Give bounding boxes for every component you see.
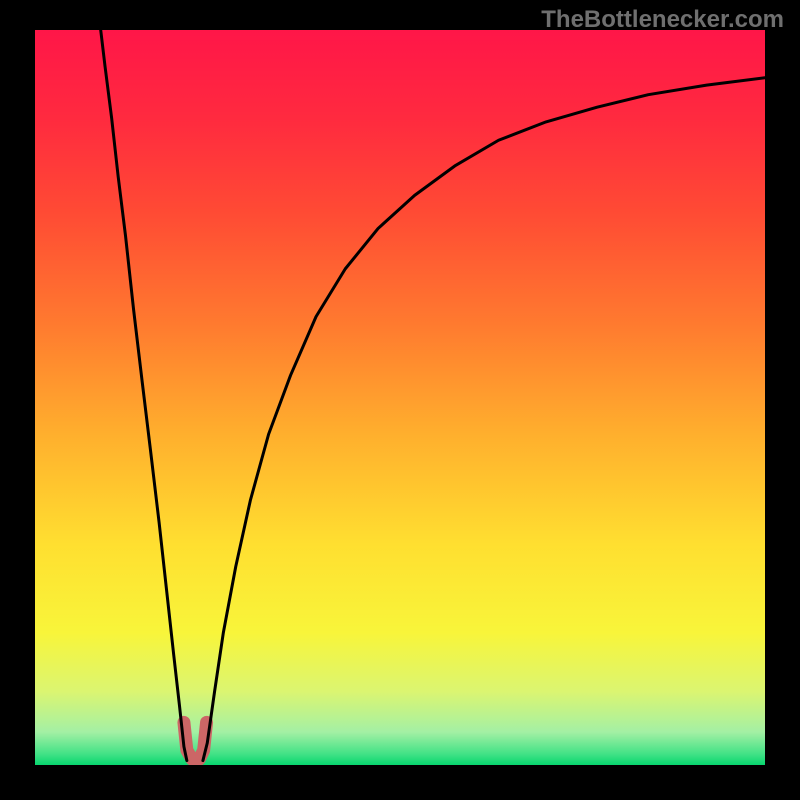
chart-frame: TheBottlenecker.com bbox=[0, 0, 800, 800]
bottleneck-curve-plot bbox=[35, 30, 765, 765]
watermark-text: TheBottlenecker.com bbox=[541, 6, 784, 34]
